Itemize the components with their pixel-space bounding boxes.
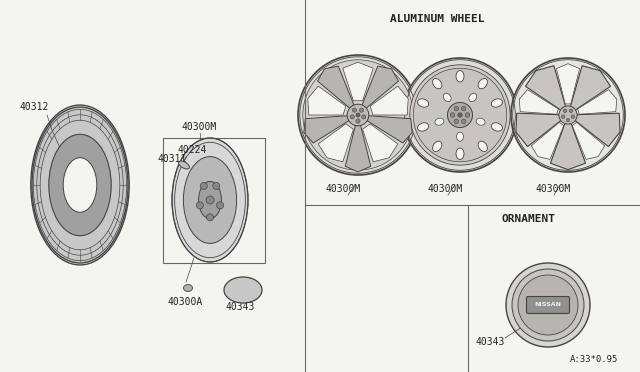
Text: 40224: 40224 — [178, 145, 207, 155]
Circle shape — [566, 118, 570, 122]
Polygon shape — [370, 86, 408, 115]
Ellipse shape — [179, 161, 189, 169]
Ellipse shape — [492, 123, 502, 131]
Text: ORNAMENT: ORNAMENT — [502, 214, 556, 224]
Circle shape — [458, 113, 462, 117]
Circle shape — [413, 68, 507, 162]
Circle shape — [570, 109, 573, 113]
Ellipse shape — [456, 132, 463, 141]
Ellipse shape — [49, 134, 111, 236]
Polygon shape — [308, 86, 346, 115]
Text: 40343: 40343 — [475, 337, 504, 347]
Circle shape — [454, 106, 459, 111]
Text: 40312: 40312 — [20, 102, 49, 112]
Polygon shape — [318, 124, 353, 162]
Text: NISSAN: NISSAN — [534, 302, 561, 308]
Circle shape — [200, 182, 207, 189]
Polygon shape — [343, 62, 373, 101]
Circle shape — [362, 115, 366, 119]
Circle shape — [559, 106, 577, 124]
Polygon shape — [367, 116, 412, 143]
Text: 40300M: 40300M — [428, 184, 463, 194]
Circle shape — [506, 263, 590, 347]
Polygon shape — [570, 66, 611, 110]
Ellipse shape — [32, 107, 128, 263]
Ellipse shape — [444, 93, 451, 102]
Ellipse shape — [417, 123, 429, 131]
Polygon shape — [572, 122, 605, 159]
Ellipse shape — [456, 148, 464, 160]
Ellipse shape — [417, 99, 429, 107]
Polygon shape — [550, 123, 586, 170]
Circle shape — [216, 202, 223, 209]
Text: 40311: 40311 — [157, 154, 186, 164]
Polygon shape — [362, 66, 399, 108]
Circle shape — [571, 115, 575, 118]
Circle shape — [511, 58, 625, 172]
Bar — [163, 138, 265, 263]
Circle shape — [353, 108, 356, 112]
Polygon shape — [317, 66, 354, 108]
Ellipse shape — [433, 141, 442, 151]
Circle shape — [347, 104, 369, 126]
Circle shape — [461, 106, 466, 111]
Text: 40300A: 40300A — [168, 297, 204, 307]
Circle shape — [465, 113, 470, 117]
Circle shape — [206, 196, 214, 204]
Ellipse shape — [492, 99, 502, 107]
Ellipse shape — [224, 277, 262, 303]
Circle shape — [447, 102, 472, 128]
Text: 40300M: 40300M — [325, 184, 360, 194]
Circle shape — [461, 119, 466, 124]
FancyBboxPatch shape — [527, 296, 570, 314]
Ellipse shape — [456, 71, 464, 82]
Polygon shape — [363, 124, 398, 162]
Circle shape — [207, 214, 214, 221]
Circle shape — [356, 119, 360, 123]
Circle shape — [561, 115, 565, 118]
Ellipse shape — [198, 182, 221, 219]
Text: A:33*0.95: A:33*0.95 — [570, 355, 618, 364]
Ellipse shape — [184, 285, 193, 292]
Circle shape — [563, 109, 566, 113]
Ellipse shape — [433, 78, 442, 89]
Circle shape — [350, 115, 355, 119]
Circle shape — [356, 113, 360, 117]
Circle shape — [454, 119, 459, 124]
Ellipse shape — [469, 93, 477, 102]
Text: 40343: 40343 — [225, 302, 254, 312]
Polygon shape — [578, 90, 617, 114]
Polygon shape — [345, 125, 371, 172]
Ellipse shape — [476, 118, 485, 125]
Polygon shape — [556, 64, 580, 104]
Text: 40300M: 40300M — [182, 122, 217, 132]
Text: ALUMINUM WHEEL: ALUMINUM WHEEL — [390, 14, 484, 24]
Circle shape — [410, 65, 510, 165]
Polygon shape — [516, 113, 561, 147]
Circle shape — [303, 60, 413, 170]
Ellipse shape — [478, 141, 488, 151]
Polygon shape — [519, 90, 558, 114]
Ellipse shape — [63, 158, 97, 212]
Circle shape — [196, 202, 204, 209]
Ellipse shape — [435, 118, 444, 125]
Ellipse shape — [172, 138, 248, 262]
Circle shape — [403, 58, 517, 172]
Ellipse shape — [184, 157, 237, 243]
Polygon shape — [531, 122, 564, 159]
Circle shape — [518, 275, 578, 335]
Polygon shape — [304, 116, 349, 143]
Polygon shape — [575, 113, 620, 147]
Text: 40300M: 40300M — [536, 184, 572, 194]
Circle shape — [298, 55, 418, 175]
Circle shape — [212, 182, 220, 189]
Ellipse shape — [478, 78, 488, 89]
Polygon shape — [525, 66, 566, 110]
Circle shape — [360, 108, 364, 112]
Circle shape — [451, 113, 455, 117]
Circle shape — [512, 269, 584, 341]
